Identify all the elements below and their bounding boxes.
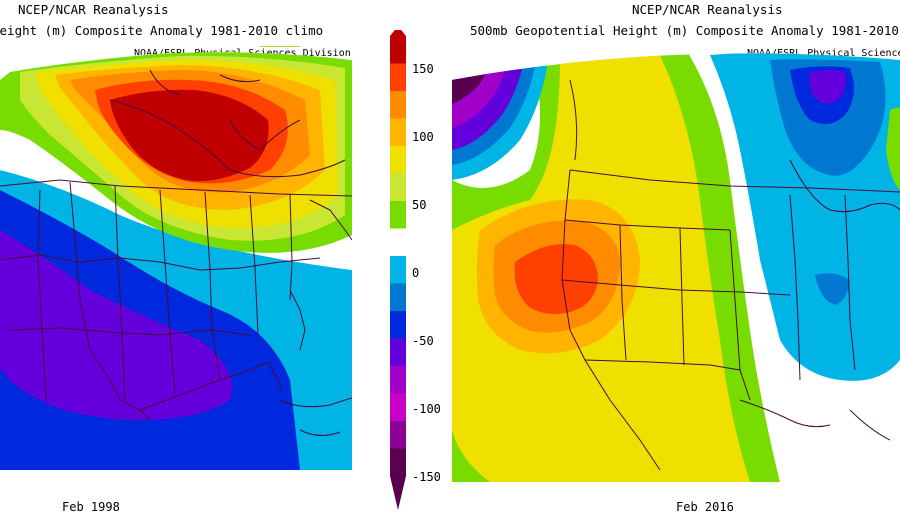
left-title-line1: NCEP/NCAR Reanalysis <box>18 2 169 17</box>
colorbar-label-neg150: -150 <box>412 470 441 484</box>
colorbar-swatch-c100 <box>390 91 406 119</box>
colorbar-swatch-n150 <box>390 393 406 422</box>
right-credit: NOAA/ESRL Physical Sciences Division <box>747 48 900 59</box>
colorbar-swatch-c50 <box>390 146 406 174</box>
colorbar-label-neg100: -100 <box>412 402 441 416</box>
colorbar-swatch-n75 <box>390 311 406 339</box>
colorbar-swatch-n200 <box>390 448 406 477</box>
anomaly-colorbar: 150 100 50 0 -50 -100 -150 <box>380 30 450 520</box>
colorbar-swatch-n125 <box>390 366 406 394</box>
map-panel-feb-1998: NCEP/NCAR Reanalysis Height (m) Composit… <box>0 0 360 520</box>
colorbar-swatch-c10 <box>390 201 406 229</box>
colorbar-swatch-c75 <box>390 118 406 147</box>
colorbar-label-neg50: -50 <box>412 334 434 348</box>
colorbar-swatch-n25 <box>390 256 406 284</box>
right-title-line2: 500mb Geopotential Height (m) Composite … <box>470 23 900 38</box>
right-date-label: Feb 2016 <box>676 500 734 514</box>
colorbar-top-arrow <box>390 30 406 36</box>
right-anomaly-map <box>452 53 900 482</box>
colorbar-swatch-c25 <box>390 173 406 202</box>
colorbar-swatches <box>390 36 406 477</box>
colorbar-swatch-n100 <box>390 338 406 367</box>
colorbar-label-150: 150 <box>412 62 434 76</box>
colorbar-label-50: 50 <box>412 198 427 212</box>
colorbar-swatch-n50 <box>390 283 406 312</box>
colorbar-swatch-zero <box>390 228 406 257</box>
colorbar-swatch-c125 <box>390 63 406 92</box>
colorbar-label-0: 0 <box>412 266 420 280</box>
map-panel-feb-2016: NCEP/NCAR Reanalysis 500mb Geopotential … <box>450 0 900 520</box>
colorbar-swatch-n175 <box>390 421 406 449</box>
right-title-line1: NCEP/NCAR Reanalysis <box>632 2 783 17</box>
left-anomaly-map <box>0 52 352 471</box>
colorbar-bottom-arrow <box>390 476 406 510</box>
colorbar-swatch-c150 <box>390 36 406 64</box>
left-date-label: Feb 1998 <box>62 500 120 514</box>
left-title-line2: Height (m) Composite Anomaly 1981-2010 c… <box>0 23 324 38</box>
colorbar-label-100: 100 <box>412 130 434 144</box>
colorbar-graphic <box>390 30 406 510</box>
left-credit-underline <box>260 46 300 47</box>
